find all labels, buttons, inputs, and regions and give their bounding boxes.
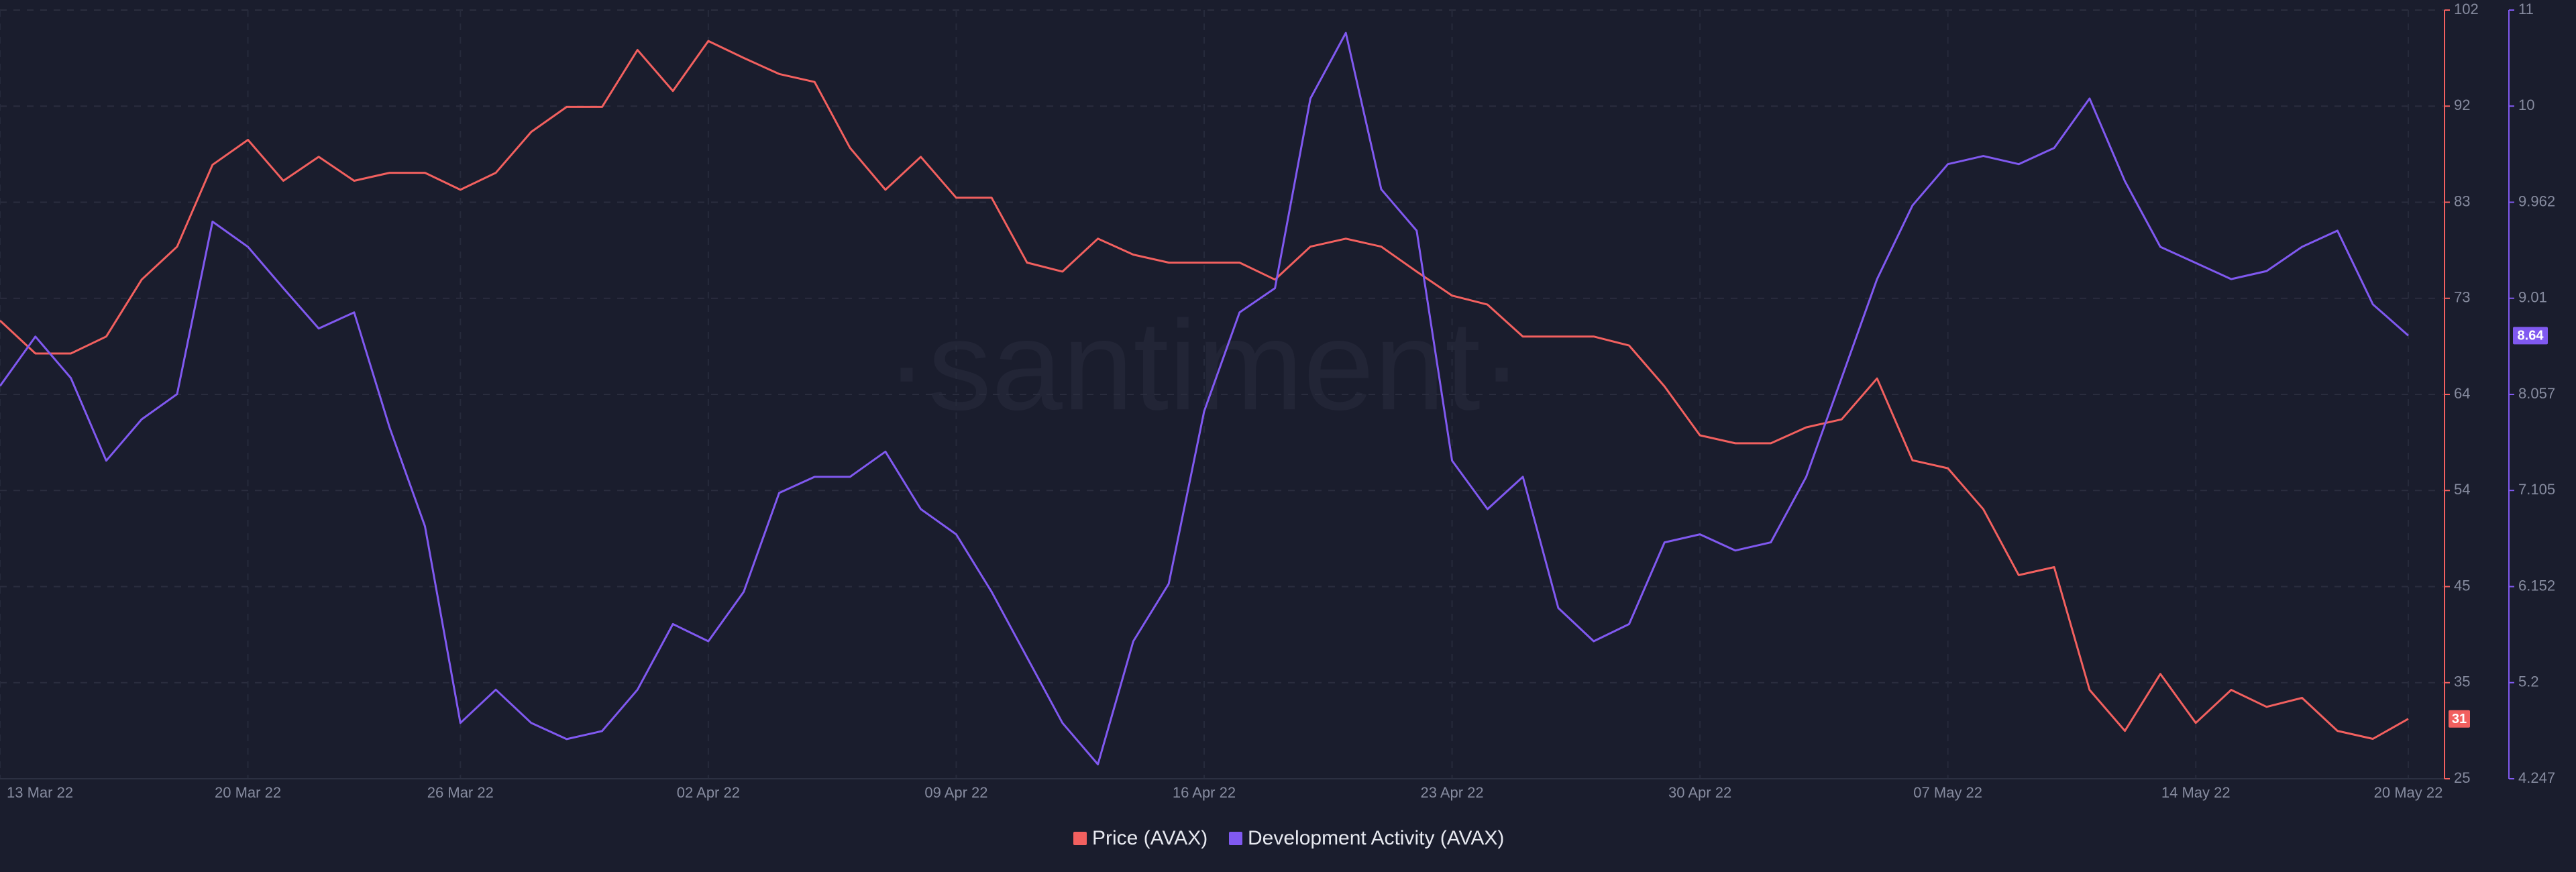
- value-badge: [2449, 710, 2470, 728]
- x-tick-label: 20 May 22: [2374, 784, 2443, 801]
- y2-tick-label: 7.105: [2518, 481, 2555, 498]
- y2-tick-label: 9.962: [2518, 193, 2555, 209]
- y-tick-label: 45: [2454, 577, 2470, 594]
- x-tick-label: 16 Apr 22: [1173, 784, 1236, 801]
- y-tick-label: 35: [2454, 673, 2470, 690]
- legend-label: Price (AVAX): [1092, 827, 1208, 849]
- y2-tick-label: 8.057: [2518, 385, 2555, 402]
- value-badge: [2513, 327, 2548, 345]
- value-label: 31: [2452, 712, 2467, 726]
- line-series: [0, 32, 2409, 765]
- y2-tick-label: 9.01: [2518, 288, 2547, 305]
- y-tick-label: 64: [2454, 385, 2470, 402]
- legend-swatch: [1073, 832, 1087, 845]
- x-tick-label: 14 May 22: [2161, 784, 2231, 801]
- y2-tick-label: 11: [2518, 1, 2534, 17]
- x-tick-label: 13 Mar 22: [7, 784, 73, 801]
- x-tick-label: 02 Apr 22: [677, 784, 740, 801]
- x-tick-label: 07 May 22: [1913, 784, 1982, 801]
- value-label: 8.64: [2518, 329, 2544, 343]
- y-tick-label: 54: [2454, 481, 2470, 498]
- y2-tick-label: 10: [2518, 97, 2534, 113]
- x-tick-label: 23 Apr 22: [1420, 784, 1483, 801]
- line-series: [0, 40, 2409, 740]
- x-tick-label: 20 Mar 22: [215, 784, 281, 801]
- x-tick-label: 26 Mar 22: [427, 784, 494, 801]
- y-tick-label: 73: [2454, 289, 2470, 306]
- legend-swatch: [1229, 832, 1242, 845]
- legend-label: Development Activity (AVAX): [1248, 827, 1504, 849]
- y-tick-label: 102: [2454, 1, 2479, 17]
- y-tick-label: 25: [2454, 769, 2470, 786]
- y2-tick-label: 6.152: [2518, 577, 2555, 594]
- y2-tick-label: 4.247: [2518, 769, 2555, 786]
- y2-tick-label: 5.2: [2518, 673, 2539, 690]
- x-tick-label: 09 Apr 22: [924, 784, 987, 801]
- y-tick-label: 92: [2454, 97, 2470, 113]
- y-tick-label: 83: [2454, 193, 2470, 209]
- x-tick-label: 30 Apr 22: [1668, 784, 1731, 801]
